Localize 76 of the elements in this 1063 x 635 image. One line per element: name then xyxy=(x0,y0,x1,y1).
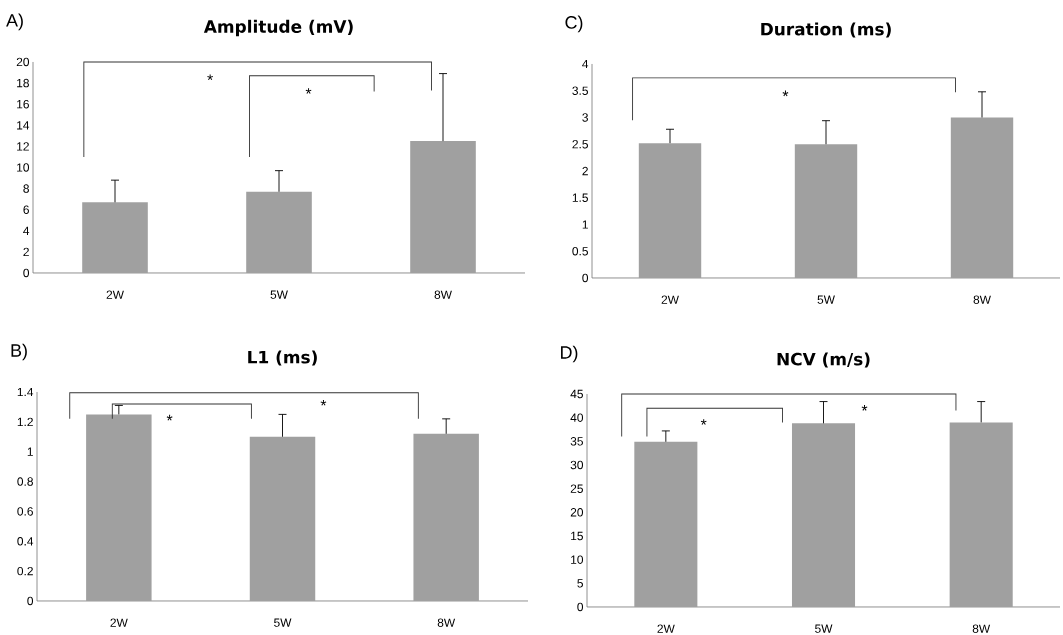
y-tick-label: 0.4 xyxy=(17,537,34,546)
y-tick-label: 6 xyxy=(23,205,29,214)
text: D) xyxy=(561,345,578,363)
y-tick-label: 1.5 xyxy=(572,193,588,202)
bar xyxy=(410,141,476,273)
y-tick-label: 1 xyxy=(27,447,33,456)
y-tick-label: 0.2 xyxy=(17,566,33,576)
y-tick-label: 15 xyxy=(571,531,583,541)
text: C) xyxy=(565,15,583,33)
bar xyxy=(950,117,1014,278)
y-tick-label: 0.8 xyxy=(17,477,33,486)
bar xyxy=(82,202,148,273)
y-tick-label: 14 xyxy=(17,121,30,130)
chart-title: Duration (ms) xyxy=(761,22,891,38)
bar xyxy=(249,436,316,601)
y-tick-label: 45 xyxy=(570,389,583,399)
y-tick-label: 25 xyxy=(570,484,583,493)
x-tick-label: 5W xyxy=(274,618,292,627)
y-tick-label: 35 xyxy=(570,437,583,446)
y-tick-label: 20 xyxy=(570,508,584,517)
x-tick-label: 2W xyxy=(661,295,679,304)
annotation: * xyxy=(700,419,707,425)
bar xyxy=(791,423,856,607)
bar xyxy=(794,144,858,278)
y-tick-label: 2 xyxy=(23,247,29,257)
x-tick-label: 2W xyxy=(657,624,675,633)
y-tick-label: 40 xyxy=(570,413,584,422)
y-tick-label: 12 xyxy=(17,142,29,151)
annotation: * xyxy=(320,399,327,406)
chart-title: L1 (ms) xyxy=(248,350,317,366)
text: B) xyxy=(11,343,27,361)
annotation: * xyxy=(166,414,173,421)
y-tick-label: 4 xyxy=(23,226,30,235)
chart-title: Amplitude (mV) xyxy=(203,19,353,37)
y-tick-label: 3 xyxy=(582,113,588,122)
y-tick-label: 1 xyxy=(582,220,588,229)
y-tick-label: 0 xyxy=(582,273,589,283)
bar xyxy=(638,143,702,278)
y-tick-label: 18 xyxy=(17,78,29,88)
y-tick-label: 10 xyxy=(17,163,30,172)
y-tick-label: 4 xyxy=(582,59,589,69)
y-tick-label: 10 xyxy=(571,555,584,564)
bar xyxy=(949,422,1013,607)
y-tick-label: 8 xyxy=(23,184,29,193)
y-tick-label: 16 xyxy=(17,99,29,109)
y-tick-label: 0 xyxy=(27,596,34,606)
bar xyxy=(634,441,698,607)
y-tick-label: 20 xyxy=(16,57,30,67)
x-tick-label: 8W xyxy=(437,618,456,627)
y-tick-label: 3.5 xyxy=(572,86,588,95)
annotation: * xyxy=(782,90,789,97)
x-tick-label: 8W xyxy=(434,290,452,299)
x-tick-label: 5W xyxy=(815,624,833,633)
x-tick-label: 5W xyxy=(817,295,835,304)
x-tick-label: 2W xyxy=(106,290,124,299)
x-tick-label: 2W xyxy=(110,618,128,627)
y-tick-label: 1.2 xyxy=(17,417,33,427)
x-tick-label: 5W xyxy=(270,290,288,299)
annotation: * xyxy=(861,405,868,411)
y-tick-label: 0.5 xyxy=(572,247,588,256)
y-tick-label: 0.6 xyxy=(17,507,33,516)
y-tick-label: 2.5 xyxy=(572,140,588,149)
x-tick-label: 8W xyxy=(973,295,991,304)
y-tick-label: 0 xyxy=(577,602,584,612)
y-tick-label: 5 xyxy=(577,579,583,588)
annotation: * xyxy=(305,88,312,94)
chart-title: NCV (m/s) xyxy=(777,352,870,368)
y-tick-label: 0 xyxy=(23,268,30,278)
y-tick-label: 2 xyxy=(582,166,588,176)
bar xyxy=(413,433,479,601)
y-tick-label: 30 xyxy=(570,460,584,470)
annotation: * xyxy=(207,74,213,81)
bar xyxy=(246,191,312,273)
y-tick-label: 1.4 xyxy=(17,387,34,397)
text: A) xyxy=(6,13,23,31)
x-tick-label: 8W xyxy=(972,624,991,633)
